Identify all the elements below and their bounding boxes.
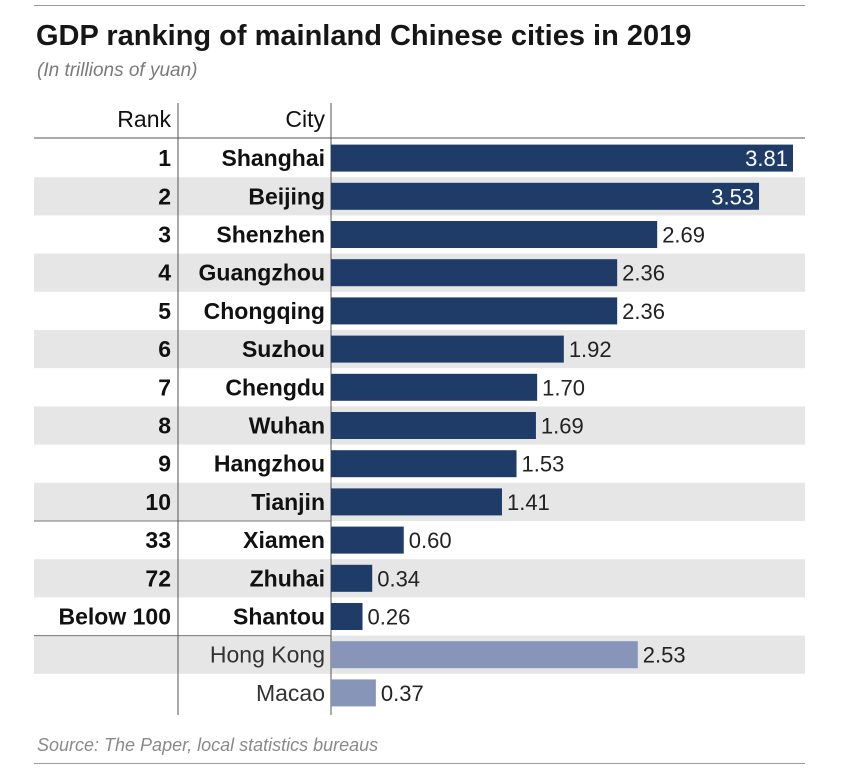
city-label: Macao [256,680,325,706]
value-label: 2.69 [662,223,705,248]
city-label: Shantou [233,604,325,630]
bar [331,603,363,630]
city-label: Suzhou [242,336,325,362]
bar [331,679,376,707]
city-label: Xiamen [243,527,325,553]
rank-label: 7 [158,374,171,400]
rank-column-header: Rank [117,106,171,132]
value-label: 2.36 [622,261,665,286]
value-label: 1.53 [522,452,565,477]
rank-label: 3 [158,222,171,248]
bar [331,488,502,516]
city-label: Shanghai [221,145,325,171]
bar [331,259,618,287]
bar [331,373,538,401]
bar [331,297,618,325]
value-label: 2.36 [622,299,665,324]
value-label: 0.37 [381,681,424,706]
value-label: 1.69 [541,414,584,439]
city-label: Hong Kong [210,642,325,668]
value-label: 0.60 [409,528,452,553]
bottom-rule [34,763,805,764]
bar [331,412,536,439]
rank-label: 72 [145,565,171,591]
rank-label: 8 [158,413,171,439]
row-stripe [34,559,805,598]
chart-title: GDP ranking of mainland Chinese cities i… [36,20,692,52]
bar [331,182,760,210]
city-label: Guangzhou [199,260,325,286]
bar [331,526,404,554]
bar [331,564,373,592]
value-label: 0.26 [368,605,411,630]
rank-label: 1 [158,145,171,171]
value-label: 1.41 [507,490,550,515]
city-label: Chongqing [204,298,325,324]
value-label: 2.53 [643,643,686,668]
rank-label: 33 [145,527,171,553]
city-label: Tianjin [251,489,325,515]
value-label: 3.81 [745,146,788,171]
city-label: Chengdu [225,374,325,400]
rank-label: 5 [158,298,171,324]
chart-subtitle: (In trillions of yuan) [37,60,198,81]
rank-label: 2 [158,183,171,209]
bar [331,221,658,248]
bar [331,641,638,669]
rank-label: Below 100 [59,604,172,630]
rank-label: 6 [158,336,171,362]
value-label: 1.92 [569,337,612,362]
value-label: 3.53 [711,184,754,209]
rank-label: 10 [145,489,171,515]
top-rule [34,5,805,6]
city-label: Beijing [248,183,325,209]
city-column-header: City [285,106,325,132]
bar [331,144,793,172]
value-label: 0.34 [377,566,420,591]
rank-label: 4 [158,260,171,286]
value-label: 1.70 [542,375,585,400]
city-label: Hangzhou [214,451,325,477]
city-label: Wuhan [249,413,325,439]
city-label: Zhuhai [250,565,325,591]
rank-label: 9 [158,451,171,477]
bar [331,450,517,478]
bar [331,335,564,363]
city-label: Shenzhen [216,222,325,248]
source-note: Source: The Paper, local statistics bure… [37,735,379,755]
